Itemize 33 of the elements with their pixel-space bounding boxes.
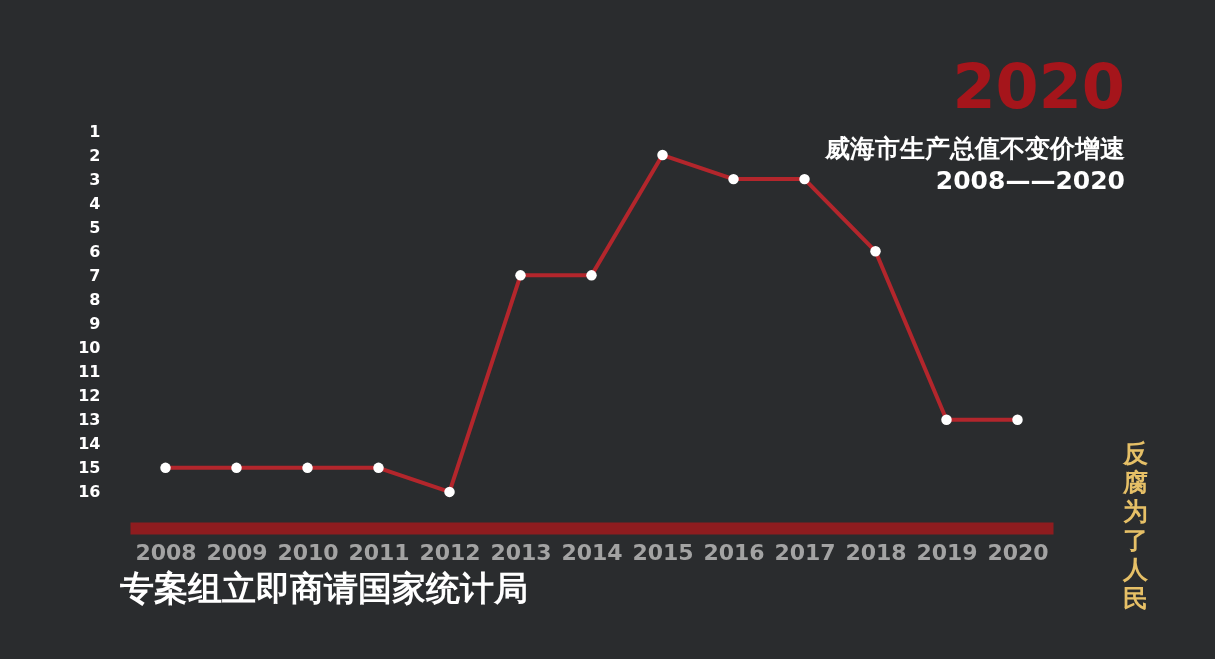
x-tick-label: 2016 [703,539,765,565]
x-tick-label: 2018 [845,539,907,565]
x-tick-label: 2011 [348,539,410,565]
y-tick-label: 16 [78,482,101,502]
x-tick-label: 2015 [632,539,694,565]
y-tick-label: 15 [78,458,101,478]
y-tick-label: 11 [78,362,101,382]
y-tick-label: 2 [89,145,101,165]
y-tick-label: 1 [89,121,101,141]
chart-title: 2020 [952,50,1125,123]
text: 威海市生产总值不变价增速 2008——2020 [824,134,1125,195]
y-tick-label: 8 [89,289,101,309]
y-tick-label: 14 [78,434,101,454]
text: 专案组立即商请国家统计局 [119,568,528,608]
x-tick-label: 2020 [987,539,1049,565]
text: 反腐为了人民 [1121,439,1149,613]
x-tick-label: 2009 [206,539,268,565]
y-tick-label: 5 [89,217,101,237]
x-tick-label: 2019 [916,539,978,565]
x-tick-label: 2010 [277,539,339,565]
y-tick-label: 13 [78,410,101,430]
y-tick-label: 10 [78,338,101,358]
y-tick-label: 3 [89,169,101,189]
x-tick-label: 2017 [774,539,836,565]
x-tick-label: 2008 [135,539,197,565]
y-tick-label: 4 [89,193,101,213]
y-tick-label: 12 [78,386,101,406]
y-tick-label: 7 [89,265,101,285]
x-tick-label: 2013 [490,539,552,565]
x-tick-label: 2014 [561,539,623,565]
y-tick-label: 9 [89,313,101,333]
y-tick-label: 6 [89,241,101,261]
x-tick-label: 2012 [419,539,481,565]
